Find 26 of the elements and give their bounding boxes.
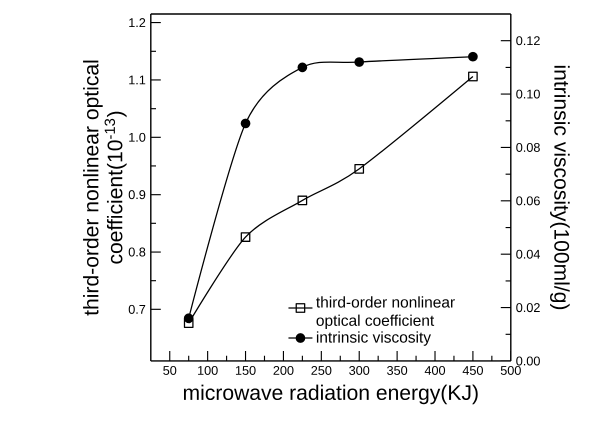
- y-tick-label: 0.7: [128, 304, 146, 314]
- x-tick-label: 50: [163, 366, 176, 375]
- legend-label: intrinsic viscosity: [316, 331, 431, 346]
- x-tick-label: 300: [349, 366, 370, 375]
- x-tick-label: 400: [424, 366, 446, 375]
- x-tick-label: 450: [462, 366, 483, 375]
- y2-tick-label: 0.10: [516, 90, 540, 99]
- x-tick-label: 350: [387, 366, 408, 375]
- y-tick-label: 0.9: [128, 190, 146, 200]
- x-tick-label: 100: [198, 366, 218, 375]
- y2-tick-label: 0.00: [516, 356, 540, 366]
- y2-tick-label: 0.06: [516, 196, 540, 206]
- y-tick-label: 1.0: [129, 132, 146, 142]
- x-tick-label: 250: [311, 366, 332, 375]
- y-tick-label: 1.2: [129, 18, 146, 28]
- x-tick-label: 150: [236, 366, 256, 375]
- y2-tick-label: 0.02: [516, 303, 540, 312]
- y2-tick-label: 0.08: [516, 142, 540, 152]
- y-tick-label: 1.1: [129, 76, 146, 84]
- y2-axis-title: intrinsic viscosity(100ml/g): [550, 66, 570, 310]
- x-axis-title: microwave radiation energy(KJ): [184, 384, 478, 404]
- y2-tick-label: 0.12: [516, 36, 540, 46]
- y2-tick-label: 0.04: [516, 250, 540, 259]
- y-tick-label: 0.8: [128, 248, 146, 257]
- x-tick-label: 200: [274, 366, 294, 375]
- x-tick-label: 500: [500, 366, 521, 375]
